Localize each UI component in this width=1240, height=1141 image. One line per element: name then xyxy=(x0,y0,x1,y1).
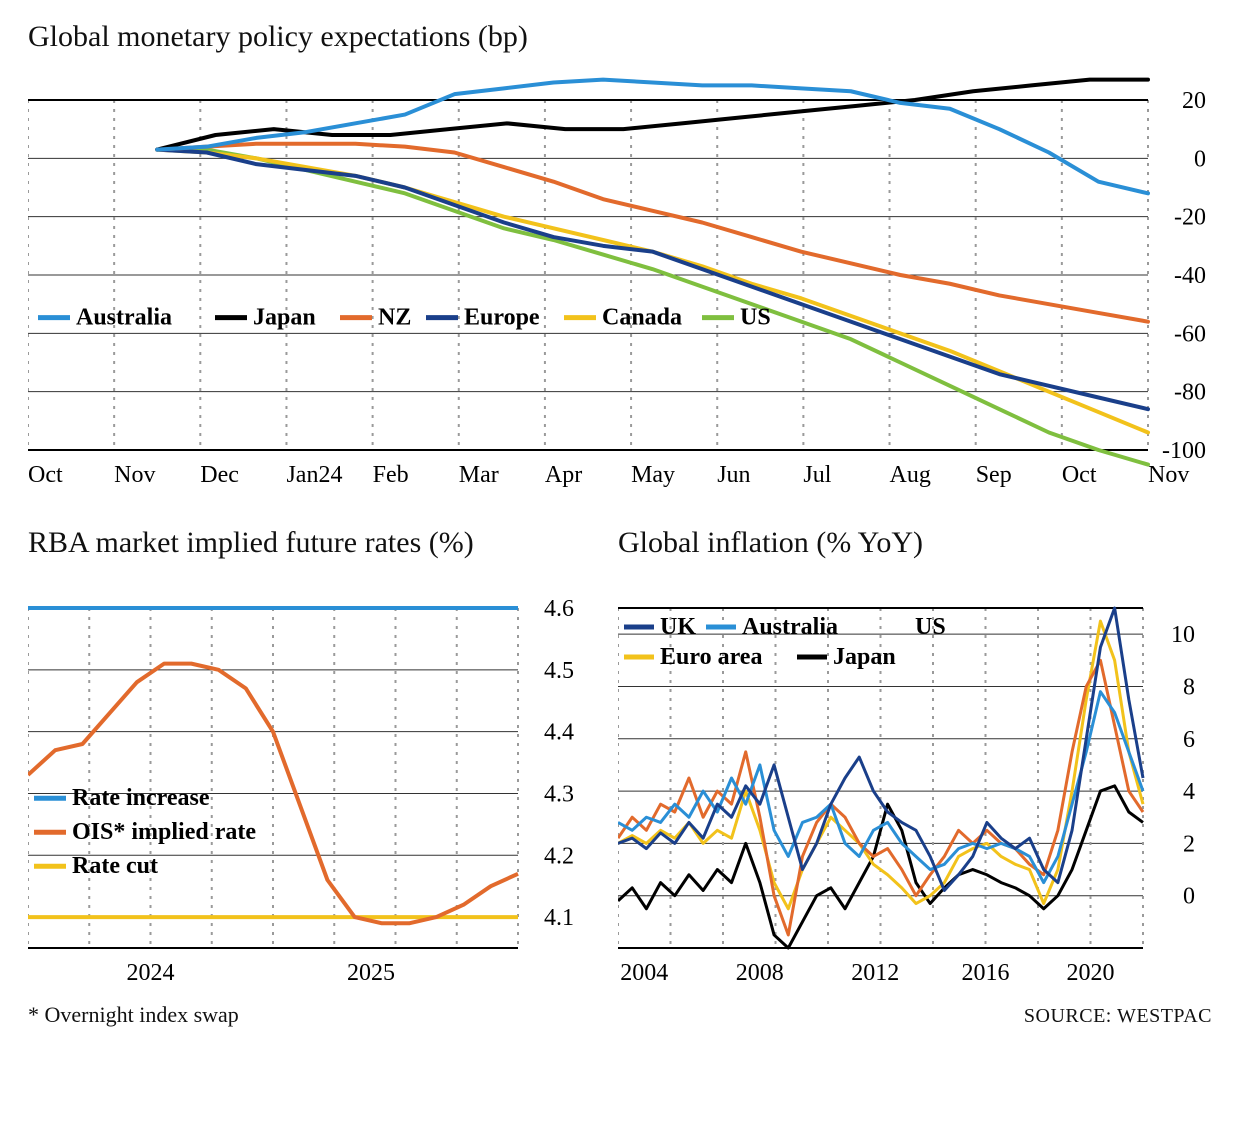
svg-text:2008: 2008 xyxy=(736,960,784,986)
svg-text:0: 0 xyxy=(1194,146,1206,172)
svg-text:Sep: Sep xyxy=(976,462,1012,488)
svg-text:4.5: 4.5 xyxy=(544,658,574,684)
svg-text:-100: -100 xyxy=(1162,438,1206,464)
svg-text:10: 10 xyxy=(1171,622,1195,648)
svg-text:Jun: Jun xyxy=(717,462,750,488)
svg-text:Oct: Oct xyxy=(1062,462,1097,488)
svg-text:4.3: 4.3 xyxy=(544,781,574,807)
svg-text:2020: 2020 xyxy=(1067,960,1115,986)
svg-text:US: US xyxy=(740,305,771,331)
svg-text:Japan: Japan xyxy=(253,305,316,331)
svg-text:Mar: Mar xyxy=(459,462,499,488)
svg-text:May: May xyxy=(631,462,675,488)
svg-text:Canada: Canada xyxy=(602,305,682,331)
footnote: * Overnight index swap xyxy=(28,1002,239,1028)
svg-text:-20: -20 xyxy=(1174,205,1206,231)
svg-text:UK: UK xyxy=(660,614,696,640)
inflation-chart: 0 2 4 6 8 10 2004 2008 2012 2016 2020 UK Australia US… xyxy=(618,568,1213,988)
svg-text:Europe: Europe xyxy=(464,305,540,331)
svg-text:Euro area: Euro area xyxy=(660,644,762,670)
rba-chart-title: RBA market implied future rates (%) xyxy=(28,526,588,560)
svg-text:4.1: 4.1 xyxy=(544,905,574,931)
svg-text:4.2: 4.2 xyxy=(544,843,574,869)
svg-text:2024: 2024 xyxy=(127,960,175,986)
svg-text:2012: 2012 xyxy=(851,960,899,986)
source-label: SOURCE: WESTPAC xyxy=(1024,1005,1212,1028)
svg-text:6: 6 xyxy=(1183,727,1195,753)
svg-text:US: US xyxy=(915,614,946,640)
svg-text:Australia: Australia xyxy=(742,614,838,640)
top-chart: -100 -80 -60 -40 -20 0 20 Oct Nov Dec Jan24 Feb Mar A… xyxy=(28,62,1212,502)
svg-text:8: 8 xyxy=(1183,674,1195,700)
svg-text:NZ: NZ xyxy=(378,305,411,331)
inflation-chart-title: Global inflation (% YoY) xyxy=(618,526,1213,560)
svg-text:4.4: 4.4 xyxy=(544,720,574,746)
svg-text:OIS* implied rate: OIS* implied rate xyxy=(72,819,256,845)
svg-text:Feb: Feb xyxy=(373,462,409,488)
svg-text:Japan: Japan xyxy=(833,644,896,670)
top-chart-title: Global monetary policy expectations (bp) xyxy=(28,20,1212,54)
svg-text:Aug: Aug xyxy=(890,462,931,488)
svg-text:2004: 2004 xyxy=(620,960,668,986)
svg-text:Rate cut: Rate cut xyxy=(72,853,158,879)
svg-text:-60: -60 xyxy=(1174,321,1206,347)
svg-text:Rate increase: Rate increase xyxy=(72,785,210,811)
svg-text:4: 4 xyxy=(1183,779,1195,805)
svg-text:0: 0 xyxy=(1183,884,1195,910)
svg-text:-80: -80 xyxy=(1174,380,1206,406)
rba-chart: 4.1 4.2 4.3 4.4 4.5 4.6 2024 2025 Rate increase O… xyxy=(28,568,588,988)
svg-text:Australia: Australia xyxy=(76,305,172,331)
svg-text:Jan24: Jan24 xyxy=(286,462,342,488)
svg-text:Dec: Dec xyxy=(200,462,239,488)
svg-text:2: 2 xyxy=(1183,831,1195,857)
svg-text:Nov: Nov xyxy=(114,462,155,488)
svg-text:20: 20 xyxy=(1182,88,1206,114)
svg-text:Jul: Jul xyxy=(803,462,831,488)
svg-text:4.6: 4.6 xyxy=(544,596,574,622)
svg-text:Apr: Apr xyxy=(545,462,582,488)
svg-text:Oct: Oct xyxy=(28,462,63,488)
svg-text:-40: -40 xyxy=(1174,263,1206,289)
svg-text:2016: 2016 xyxy=(962,960,1010,986)
svg-text:2025: 2025 xyxy=(347,960,395,986)
svg-text:Nov: Nov xyxy=(1148,462,1189,488)
